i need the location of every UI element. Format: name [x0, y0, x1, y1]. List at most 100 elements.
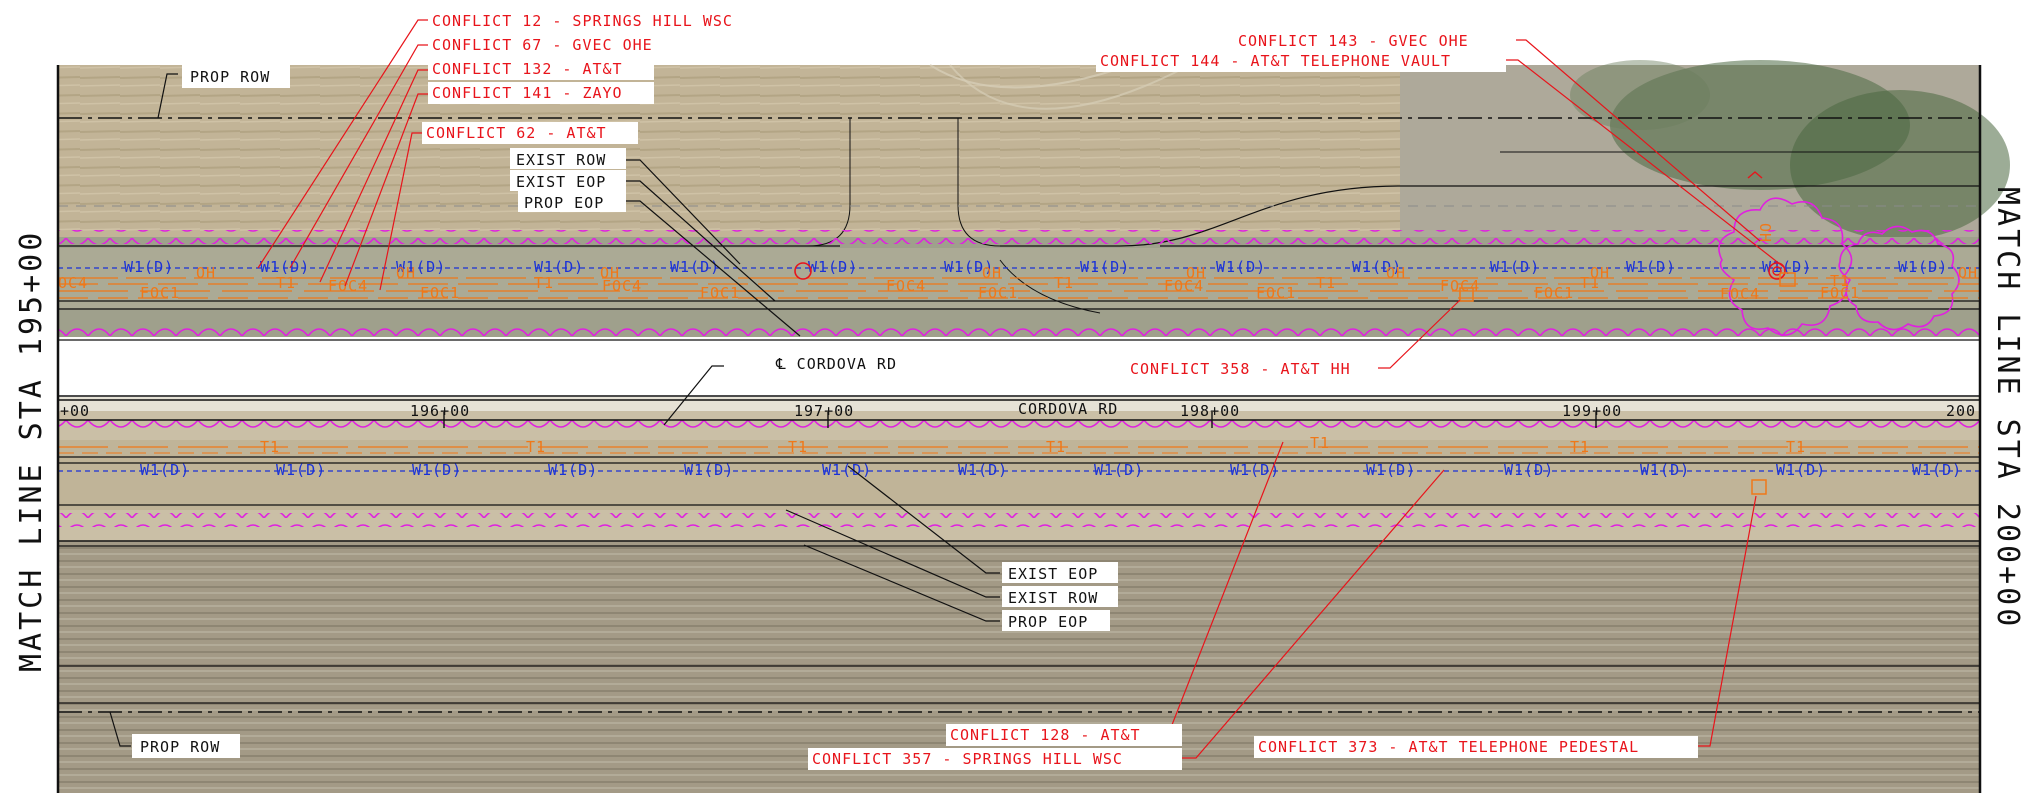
utility-pole-icon: [1768, 262, 1786, 280]
telephone-pedestal-icon: [1751, 479, 1767, 495]
water-tag: W1(D): [1898, 258, 1948, 276]
overhead-tag: OH: [396, 264, 416, 282]
water-tag: W1(D): [124, 258, 174, 276]
water-tag: W1(D): [1080, 258, 1130, 276]
water-tag: W1(D): [1762, 258, 1812, 276]
overhead-tag: OH: [1386, 264, 1406, 282]
water-tag: W1(D): [140, 461, 190, 479]
telephone-tag: T1: [534, 274, 554, 292]
water-tag: W1(D): [1230, 461, 1280, 479]
water-tag: W1(D): [1366, 461, 1416, 479]
conflict-143-label: CONFLICT 143 - GVEC OHE: [1238, 32, 1469, 50]
telephone-tag: T1: [526, 438, 546, 456]
overhead-tag: OH: [1590, 264, 1610, 282]
conflict-132-label: CONFLICT 132 - AT&T: [432, 60, 623, 78]
fiber-tag: FOC1: [700, 284, 740, 302]
clearance-clouds: [58, 197, 1980, 527]
telephone-tag: T1: [276, 274, 296, 292]
water-tag: W1(D): [1626, 258, 1676, 276]
water-tag: W1(D): [808, 258, 858, 276]
exist-row-top-label: EXIST ROW: [516, 151, 606, 169]
conflict-141-label: CONFLICT 141 - ZAYO: [432, 84, 623, 102]
utility-lines: [58, 267, 1980, 472]
match-line-right: MATCH LINE STA 200+00: [1990, 187, 2024, 629]
telephone-tag: T1: [1570, 438, 1590, 456]
conflict-357-label: CONFLICT 357 - SPRINGS HILL WSC: [812, 750, 1123, 768]
conflict-62-label: CONFLICT 62 - AT&T: [426, 124, 607, 142]
overhead-tag: OH: [196, 264, 216, 282]
overhead-tag: OH: [982, 264, 1002, 282]
exist-row-bottom-label: EXIST ROW: [1008, 589, 1098, 607]
water-tag: W1(D): [412, 461, 462, 479]
overhead-tag: OH: [600, 264, 620, 282]
fiber-tag: FOC1: [978, 284, 1018, 302]
exist-eop-bottom-label: EXIST EOP: [1008, 565, 1098, 583]
telephone-tag: T1: [1786, 438, 1806, 456]
station-label: 199+00: [1562, 402, 1622, 420]
stationing: +00 196+00 197+00 198+00 199+00 200: [58, 402, 1980, 428]
fiber-tag: OC4: [58, 274, 88, 292]
water-tag: W1(D): [276, 461, 326, 479]
conflict-128-label: CONFLICT 128 - AT&T: [950, 726, 1141, 744]
fiber-tag: FOC1: [420, 284, 460, 302]
match-line-left: MATCH LINE STA 195+00: [14, 230, 49, 672]
conflict-358-label: CONFLICT 358 - AT&T HH: [1130, 360, 1351, 378]
water-tag: W1(D): [670, 258, 720, 276]
conflict-callouts: CONFLICT 12 - SPRINGS HILL WSC CONFLICT …: [422, 10, 1698, 770]
overhead-tag: OH: [1186, 264, 1206, 282]
prop-row-bottom-label: PROP ROW: [140, 738, 220, 756]
conflict-373-label: CONFLICT 373 - AT&T TELEPHONE PEDESTAL: [1258, 738, 1639, 756]
guy-anchor-icon: [1747, 171, 1763, 179]
station-label: +00: [60, 402, 90, 420]
telephone-tag: T1: [1310, 434, 1330, 452]
water-tag: W1(D): [1094, 461, 1144, 479]
utility-tags: W1(D) W1(D) W1(D) W1(D) W1(D) W1(D) W1(D…: [58, 223, 1978, 479]
water-tag: W1(D): [1640, 461, 1690, 479]
water-tag: W1(D): [1912, 461, 1962, 479]
telephone-tag: T1: [1580, 274, 1600, 292]
road-name-label: CORDOVA RD: [1018, 400, 1118, 418]
fiber-tag: FOC1: [1820, 284, 1860, 302]
fiber-tag: FOC1: [1534, 284, 1574, 302]
utility-symbols: [794, 171, 1796, 495]
leader-lines: [109, 19, 1786, 759]
utility-pole-icon: [1772, 266, 1782, 276]
prop-eop-bottom-label: PROP EOP: [1008, 613, 1088, 631]
water-tag: W1(D): [1352, 258, 1402, 276]
water-tag: W1(D): [1216, 258, 1266, 276]
water-tag: W1(D): [548, 461, 598, 479]
fiber-tag: FOC4: [1720, 285, 1760, 303]
fiber-tag: FOC4: [1440, 277, 1480, 295]
water-tag: W1(D): [1776, 461, 1826, 479]
water-tag: W1(D): [958, 461, 1008, 479]
centerline-label: ℄ CORDOVA RD: [775, 355, 897, 373]
water-tag: W1(D): [396, 258, 446, 276]
water-tag: W1(D): [260, 258, 310, 276]
match-lines: MATCH LINE STA 195+00 MATCH LINE STA 200…: [14, 65, 2024, 793]
fiber-tag: FOC1: [140, 284, 180, 302]
prop-row-top-label: PROP ROW: [190, 68, 270, 86]
exist-eop-top-label: EXIST EOP: [516, 173, 606, 191]
fiber-tag: FOC4: [1164, 277, 1204, 295]
station-label: 200: [1946, 402, 1976, 420]
telephone-tag: T1: [1830, 272, 1850, 290]
fiber-tag: FOC4: [886, 277, 926, 295]
row-labels: PROP ROW PROP ROW EXIST ROW EXIST EOP PR…: [132, 64, 1118, 758]
water-tag: W1(D): [822, 461, 872, 479]
road-linework: [58, 117, 1980, 713]
fiber-tag: FOC4: [328, 277, 368, 295]
telephone-tag: T1: [1316, 274, 1336, 292]
water-tag: W1(D): [1504, 461, 1554, 479]
telephone-vault-icon: [1779, 272, 1796, 287]
conflict-67-label: CONFLICT 67 - GVEC OHE: [432, 36, 653, 54]
station-label: 198+00: [1180, 402, 1240, 420]
station-label: 196+00: [410, 402, 470, 420]
prop-eop-top-label: PROP EOP: [524, 194, 604, 212]
water-tag: W1(D): [944, 258, 994, 276]
conflict-144-label: CONFLICT 144 - AT&T TELEPHONE VAULT: [1100, 52, 1451, 70]
overhead-tag: OH: [1756, 223, 1774, 243]
overhead-tag: OH: [1958, 264, 1978, 282]
station-label: 197+00: [794, 402, 854, 420]
telephone-tag: T1: [1054, 274, 1074, 292]
